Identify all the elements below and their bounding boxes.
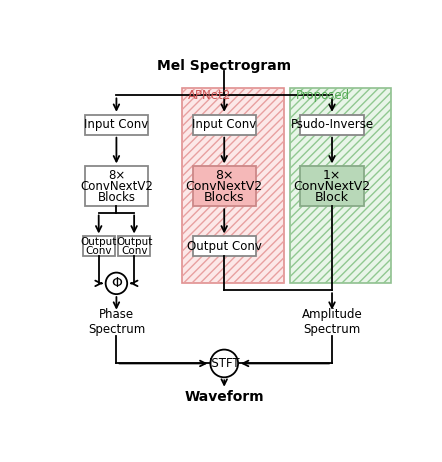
- Circle shape: [106, 273, 127, 294]
- Text: Conv: Conv: [121, 246, 147, 256]
- Bar: [301, 115, 364, 135]
- Text: ISTFT: ISTFT: [208, 357, 240, 370]
- Text: Psudo-Inverse: Psudo-Inverse: [290, 118, 373, 131]
- Text: ConvNextV2: ConvNextV2: [186, 180, 263, 193]
- Text: Phase
Spectrum: Phase Spectrum: [88, 308, 145, 336]
- Bar: [83, 237, 115, 256]
- Text: Output Conv: Output Conv: [187, 240, 262, 253]
- Text: Block: Block: [315, 191, 349, 204]
- Text: Input Conv: Input Conv: [192, 118, 256, 131]
- Text: Blocks: Blocks: [97, 191, 135, 204]
- Bar: [118, 237, 150, 256]
- Bar: [193, 166, 256, 207]
- Bar: [301, 166, 364, 207]
- Text: APNet2: APNet2: [188, 89, 231, 102]
- Text: Proposed: Proposed: [296, 89, 350, 102]
- Bar: [182, 88, 284, 283]
- Bar: [193, 115, 256, 135]
- Text: Output: Output: [80, 237, 117, 247]
- Bar: [290, 88, 391, 283]
- Text: Φ: Φ: [111, 276, 122, 290]
- Bar: [182, 88, 284, 283]
- Bar: [290, 88, 391, 283]
- Text: Amplitude
Spectrum: Amplitude Spectrum: [301, 308, 362, 336]
- Text: Mel Spectrogram: Mel Spectrogram: [157, 59, 291, 73]
- Text: Blocks: Blocks: [204, 191, 244, 204]
- Text: Conv: Conv: [85, 246, 112, 256]
- Bar: [85, 166, 148, 207]
- Text: 1×: 1×: [323, 169, 341, 182]
- Text: 8×: 8×: [215, 169, 233, 182]
- Text: Input Conv: Input Conv: [84, 118, 149, 131]
- Bar: [193, 237, 256, 256]
- Bar: [85, 115, 148, 135]
- Text: ConvNextV2: ConvNextV2: [293, 180, 370, 193]
- Text: Waveform: Waveform: [184, 390, 264, 404]
- Text: ConvNextV2: ConvNextV2: [80, 180, 153, 193]
- Circle shape: [210, 350, 238, 377]
- Text: 8×: 8×: [108, 169, 125, 182]
- Text: Output: Output: [116, 237, 152, 247]
